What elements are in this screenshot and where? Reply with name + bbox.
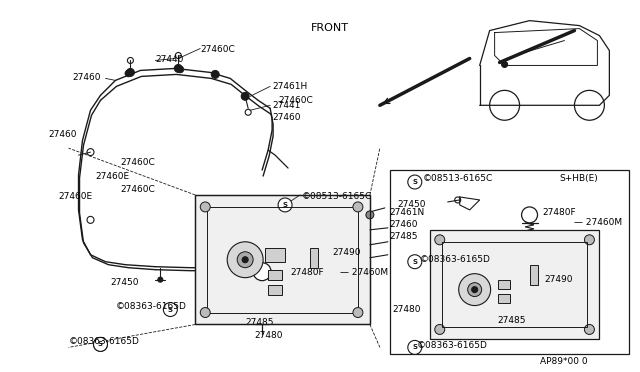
Circle shape	[211, 70, 220, 78]
Circle shape	[200, 202, 210, 212]
Text: ©08363-6165D: ©08363-6165D	[417, 341, 488, 350]
Text: FRONT: FRONT	[311, 23, 349, 33]
Circle shape	[253, 263, 271, 280]
Text: 27460C: 27460C	[200, 45, 235, 54]
Circle shape	[502, 61, 508, 67]
Circle shape	[242, 257, 248, 263]
Circle shape	[472, 286, 477, 293]
Circle shape	[237, 252, 253, 268]
Circle shape	[584, 324, 595, 334]
Circle shape	[435, 324, 445, 334]
Text: S: S	[412, 344, 417, 350]
Bar	[390, 170, 629, 355]
Text: 27450: 27450	[111, 278, 139, 287]
Text: 27461N: 27461N	[390, 208, 425, 217]
Text: 27460: 27460	[49, 130, 77, 139]
Circle shape	[408, 175, 422, 189]
Text: 27485: 27485	[390, 232, 419, 241]
Text: 27460: 27460	[72, 73, 101, 83]
Circle shape	[468, 283, 482, 296]
Circle shape	[158, 277, 163, 282]
Circle shape	[227, 242, 263, 278]
Circle shape	[93, 337, 108, 352]
Text: 27460C: 27460C	[120, 185, 155, 194]
Text: 27460E: 27460E	[95, 172, 130, 181]
Text: — 27460M: — 27460M	[575, 218, 623, 227]
Bar	[430, 230, 600, 339]
Text: S: S	[283, 202, 287, 208]
Text: — 27460M: — 27460M	[340, 268, 388, 277]
Bar	[195, 195, 370, 324]
Bar	[195, 195, 370, 324]
Text: 27490: 27490	[545, 275, 573, 284]
Bar	[498, 280, 509, 289]
Circle shape	[353, 202, 363, 212]
Text: 27460: 27460	[390, 220, 419, 229]
Text: S: S	[168, 307, 173, 312]
Circle shape	[366, 211, 374, 219]
Circle shape	[200, 308, 210, 318]
Circle shape	[408, 340, 422, 355]
Circle shape	[408, 255, 422, 269]
Circle shape	[174, 64, 182, 73]
Circle shape	[522, 207, 538, 223]
Text: 27480F: 27480F	[543, 208, 576, 217]
Text: 27460: 27460	[272, 113, 301, 122]
Text: 27490: 27490	[332, 248, 360, 257]
Text: 27460E: 27460E	[59, 192, 93, 201]
Circle shape	[127, 68, 134, 76]
Text: 27461H: 27461H	[272, 82, 307, 92]
Text: ©08513-6165C: ©08513-6165C	[302, 192, 372, 201]
Text: S: S	[98, 341, 103, 347]
Text: ©08363-6165D: ©08363-6165D	[68, 337, 140, 346]
Circle shape	[163, 302, 177, 317]
Text: ©08363-6165D: ©08363-6165D	[420, 255, 491, 264]
Circle shape	[584, 235, 595, 245]
Text: 27460C: 27460C	[120, 158, 155, 167]
Text: S+HB(E): S+HB(E)	[559, 174, 598, 183]
Bar	[268, 285, 282, 295]
Text: AP89*00 0: AP89*00 0	[540, 357, 587, 366]
Text: 27480: 27480	[393, 305, 421, 314]
Circle shape	[93, 337, 108, 352]
Text: 27480F: 27480F	[290, 268, 324, 277]
Bar	[498, 294, 509, 302]
Circle shape	[125, 70, 132, 77]
Circle shape	[459, 274, 491, 305]
Text: 27450: 27450	[398, 200, 426, 209]
Text: 27440: 27440	[156, 55, 184, 64]
Text: 27480: 27480	[254, 331, 282, 340]
Circle shape	[177, 66, 184, 73]
Text: 27485: 27485	[498, 315, 526, 324]
Text: 27460C: 27460C	[278, 96, 313, 105]
Bar	[207, 207, 358, 312]
Bar	[310, 248, 318, 268]
Circle shape	[435, 235, 445, 245]
Circle shape	[278, 198, 292, 212]
Bar	[442, 242, 588, 327]
Text: S: S	[412, 259, 417, 265]
Circle shape	[241, 92, 249, 100]
Text: 27485: 27485	[245, 318, 274, 327]
Bar	[529, 265, 538, 285]
Text: 27441: 27441	[272, 101, 300, 110]
Text: S: S	[412, 179, 417, 185]
Text: ©08513-6165C: ©08513-6165C	[423, 174, 493, 183]
Bar	[265, 248, 285, 262]
Circle shape	[353, 308, 363, 318]
Text: S: S	[98, 341, 103, 347]
Text: ©08363-6165D: ©08363-6165D	[115, 302, 186, 311]
Bar	[268, 270, 282, 280]
